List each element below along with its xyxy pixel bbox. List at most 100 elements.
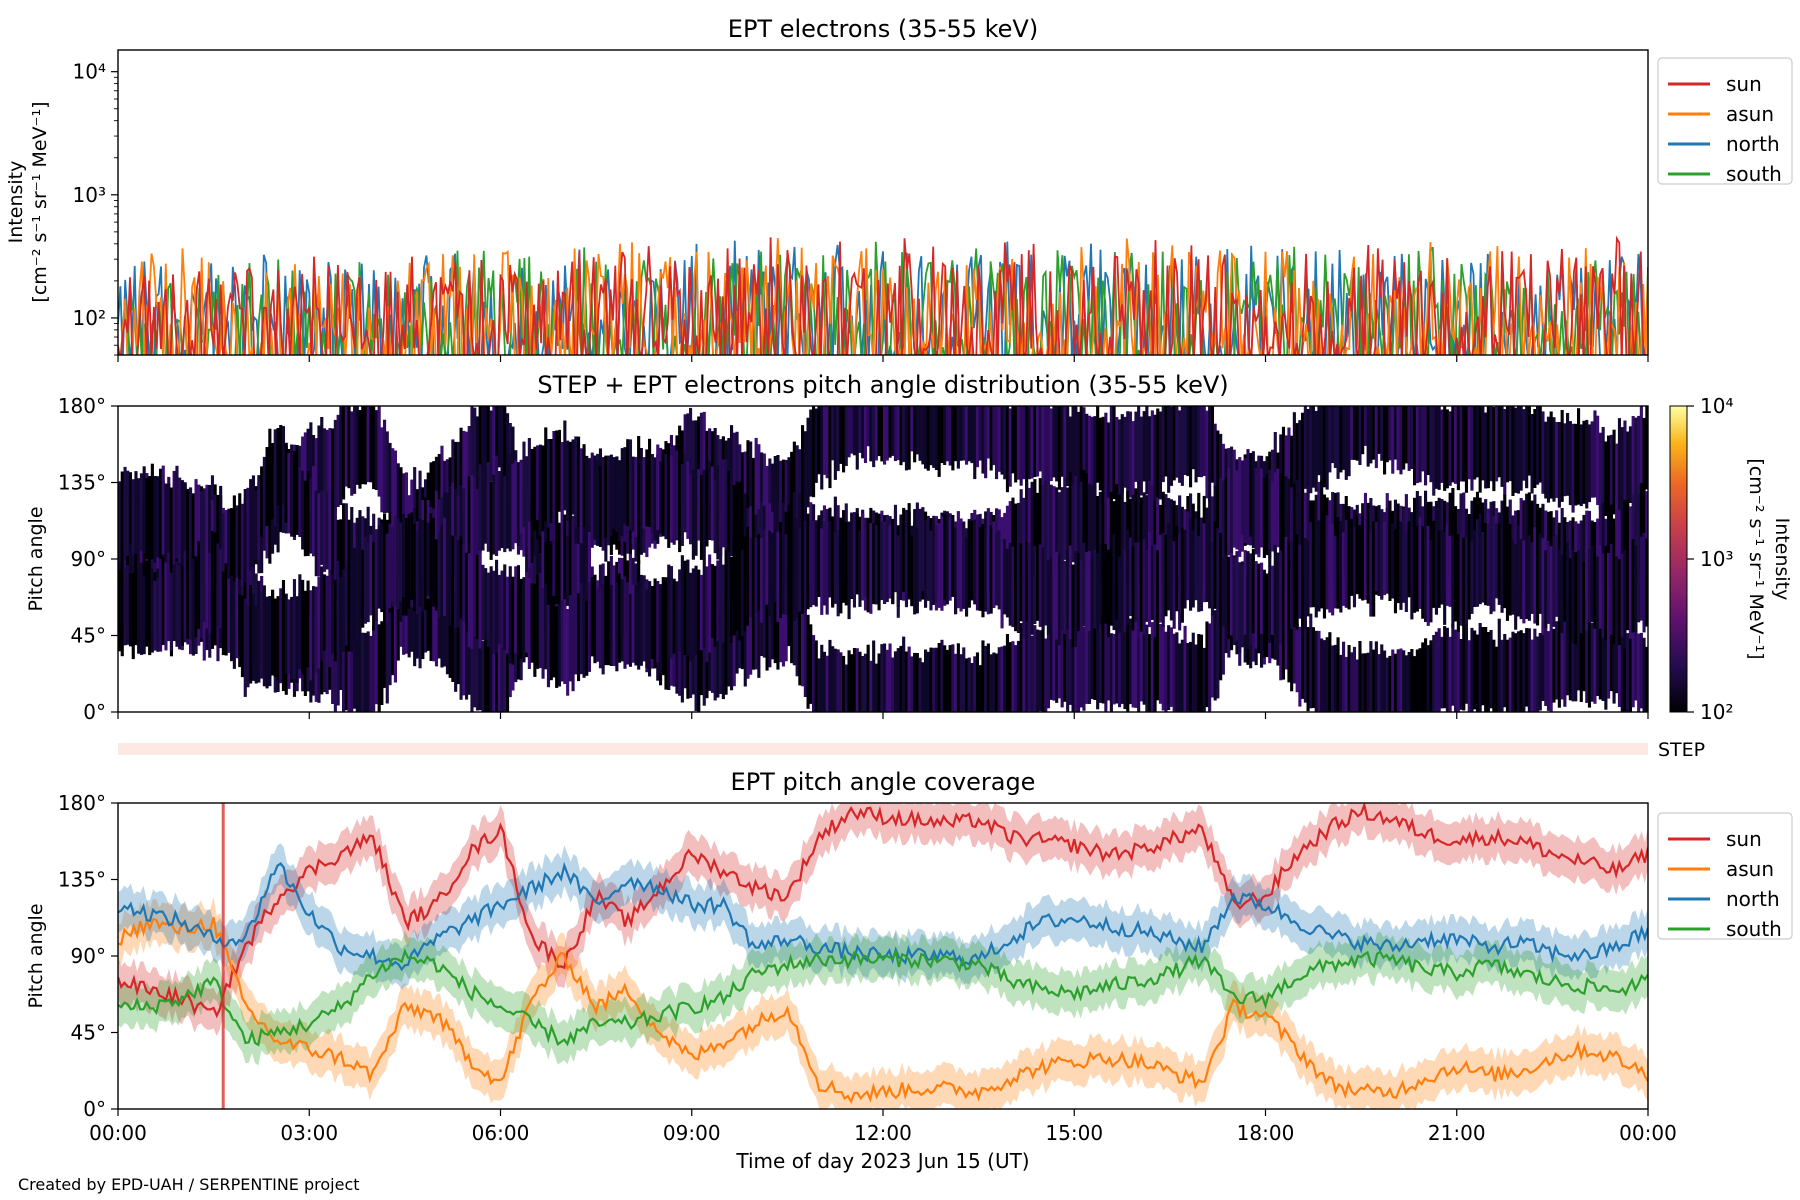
heatmap-cell	[814, 521, 818, 607]
heatmap-cell	[254, 605, 258, 684]
heatmap-cell	[1098, 417, 1102, 491]
heatmap-cell	[1495, 646, 1499, 712]
heatmap-cell	[683, 453, 687, 533]
heatmap-cell	[716, 465, 720, 560]
heatmap-cell	[497, 641, 501, 712]
heatmap-cell	[1066, 625, 1070, 712]
heatmap-cell	[478, 631, 482, 711]
heatmap-cell	[1530, 639, 1534, 712]
heatmap-cell	[1126, 411, 1130, 498]
heatmap-cell	[1631, 626, 1635, 708]
heatmap-cell	[1615, 443, 1619, 525]
heatmap-cell	[1016, 502, 1021, 584]
heatmap-cell	[1030, 481, 1034, 576]
heatmap-cell	[686, 413, 690, 504]
heatmap-cell	[1044, 547, 1048, 626]
heatmap-cell	[675, 581, 679, 661]
heatmap-cell	[200, 491, 204, 575]
heatmap-cell	[418, 517, 422, 607]
heatmap-cell	[1615, 556, 1619, 641]
heatmap-cell	[432, 461, 436, 550]
heatmap-cell	[1260, 562, 1264, 634]
heatmap-cell	[418, 470, 422, 551]
heatmap-cell	[1604, 623, 1608, 710]
heatmap-cell	[1150, 622, 1154, 712]
heatmap-cell	[396, 578, 400, 661]
heatmap-cell	[568, 518, 572, 609]
heatmap-cell	[1560, 554, 1564, 634]
heatmap-cell	[713, 428, 717, 512]
heatmap-cell	[448, 589, 452, 678]
heatmap-cell	[929, 647, 933, 712]
heatmap-cell	[716, 560, 720, 641]
heatmap-cell	[1046, 406, 1051, 478]
heatmap-cell	[727, 552, 731, 638]
heatmap-cell	[1443, 531, 1447, 625]
heatmap-cell	[680, 611, 684, 703]
heatmap-cell	[1295, 534, 1299, 630]
heatmap-cell	[978, 665, 982, 712]
legend-label-asun: asun	[1726, 857, 1774, 881]
heatmap-cell	[1344, 520, 1348, 608]
heatmap-cell	[836, 649, 840, 712]
heatmap-cell	[1052, 406, 1056, 478]
heatmap-cell	[541, 588, 545, 679]
heatmap-cell	[1549, 630, 1553, 712]
heatmap-cell	[757, 534, 761, 611]
heatmap-cell	[869, 406, 873, 462]
heatmap-cell	[1314, 630, 1318, 712]
heatmap-cell	[1454, 406, 1458, 484]
heatmap-cell	[1022, 545, 1026, 640]
heatmap-cell	[240, 503, 245, 586]
heatmap-cell	[751, 457, 756, 532]
heatmap-cell	[426, 522, 430, 596]
heatmap-cell	[1620, 553, 1624, 638]
heatmap-cell	[1281, 475, 1286, 566]
heatmap-cell	[1142, 492, 1146, 569]
heatmap-cell	[383, 419, 387, 514]
heatmap-cell	[443, 590, 447, 667]
y-tick-label: 180°	[58, 394, 106, 418]
heatmap-cell	[1290, 597, 1294, 692]
heatmap-cell	[839, 406, 843, 464]
heatmap-cell	[762, 579, 766, 658]
heatmap-cell	[1221, 443, 1225, 513]
heatmap-cell	[699, 574, 704, 651]
heatmap-cell	[175, 465, 179, 559]
heatmap-cell	[705, 453, 709, 547]
heatmap-cell	[585, 455, 589, 541]
heatmap-cell	[290, 596, 294, 680]
heatmap-cell	[689, 407, 693, 509]
heatmap-cell	[686, 461, 690, 539]
heatmap-cell	[713, 619, 717, 701]
heatmap-cell	[1137, 542, 1141, 639]
heatmap-cell	[1025, 406, 1029, 499]
heatmap-cell	[1571, 549, 1575, 643]
heatmap-cell	[609, 585, 613, 666]
heatmap-cell	[1620, 618, 1624, 712]
heatmap-cell	[1224, 477, 1228, 561]
heatmap-cell	[1530, 414, 1534, 494]
heatmap-cell	[877, 653, 881, 712]
heatmap-cell	[790, 451, 794, 536]
heatmap-cell	[243, 598, 247, 697]
heatmap-cell	[489, 638, 493, 712]
heatmap-cell	[1429, 539, 1433, 623]
heatmap-cell	[694, 627, 698, 711]
heatmap-cell	[145, 477, 149, 560]
heatmap-cell	[1432, 406, 1436, 496]
heatmap-cell	[1421, 406, 1425, 472]
step-band-label: STEP	[1658, 739, 1705, 761]
heatmap-cell	[418, 572, 422, 669]
heatmap-cell	[874, 525, 878, 605]
heatmap-cell	[814, 408, 818, 483]
heatmap-cell	[1167, 522, 1171, 611]
heatmap-cell	[208, 497, 212, 568]
heatmap-cell	[372, 625, 376, 712]
heatmap-cell	[506, 627, 510, 712]
heatmap-cell	[1118, 556, 1122, 633]
heatmap-cell	[1464, 536, 1469, 624]
